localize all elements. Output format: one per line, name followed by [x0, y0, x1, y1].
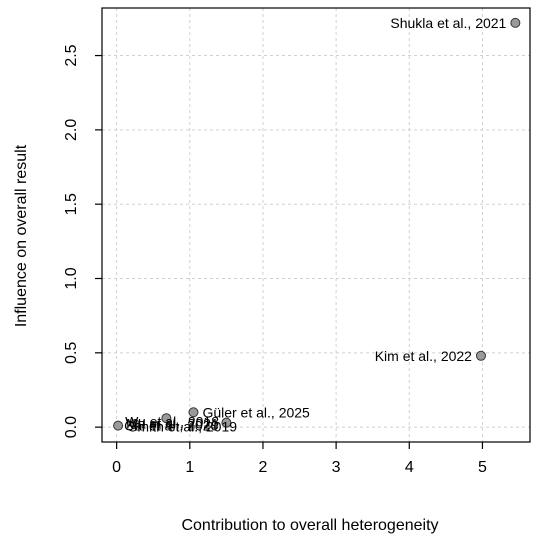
- data-point: [510, 17, 521, 28]
- x-tick-label: 4: [405, 459, 414, 476]
- x-tick-label: 2: [259, 459, 268, 476]
- y-axis-ticks: 0.0 0.5 1.0 1.5 2.0 2.5: [63, 44, 102, 438]
- y-tick-label: 2.0: [63, 119, 80, 141]
- y-axis-label: Influence on overall result: [13, 144, 30, 327]
- data-point: [129, 419, 140, 430]
- x-tick-label: 5: [478, 459, 487, 476]
- y-tick-label: 1.0: [63, 267, 80, 289]
- y-tick-label: 1.5: [63, 193, 80, 215]
- grid-lines: [102, 8, 530, 442]
- point-label: Shukla et al., 2021: [390, 15, 506, 31]
- overlapping-point-label: Cai et al., 2020: [124, 418, 218, 434]
- x-tick-label: 1: [185, 459, 194, 476]
- point-label: Güler et al., 2025: [202, 404, 310, 420]
- x-tick-label: 0: [112, 459, 121, 476]
- x-axis-ticks: 0 1 2 3 4 5: [112, 442, 487, 476]
- x-axis-label: Contribution to overall heterogeneity: [181, 517, 438, 534]
- x-tick-label: 3: [332, 459, 341, 476]
- overlapping-point-label: Ma et al., 2021: [126, 416, 219, 432]
- data-point: [475, 350, 486, 361]
- plot-frame: [101, 7, 531, 443]
- y-tick-label: 2.5: [63, 44, 80, 66]
- point-label: Kim et al., 2022: [375, 348, 472, 364]
- overlapping-point-label: Smith et al., 2019: [128, 419, 237, 435]
- data-point: [113, 420, 124, 431]
- data-points: [113, 17, 521, 431]
- y-tick-label: 0.0: [63, 416, 80, 438]
- data-point: [188, 407, 199, 418]
- point-labels: Shukla et al., 2021 Kim et al., 2022 Güler…: [124, 15, 506, 435]
- overlapping-point-label: Wu et al., 2018: [125, 414, 219, 430]
- data-point: [221, 417, 232, 428]
- y-tick-label: 0.5: [63, 342, 80, 364]
- data-point: [161, 413, 172, 424]
